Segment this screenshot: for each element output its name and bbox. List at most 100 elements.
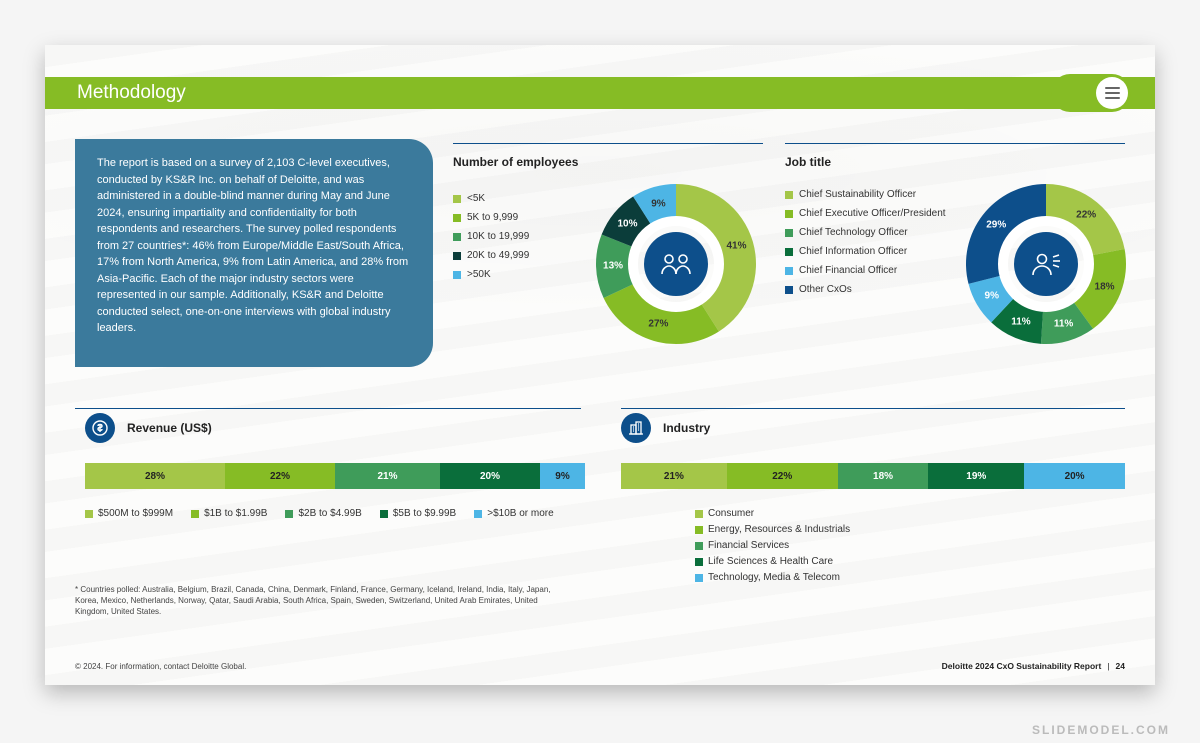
jobtitle-donut: 22%18%11%11%9%29% (961, 179, 1131, 349)
legend-label: Chief Technology Officer (799, 227, 908, 238)
legend-label: Other CxOs (799, 284, 852, 295)
intro-text: The report is based on a survey of 2,103… (97, 155, 413, 337)
employees-title: Number of employees (453, 155, 578, 169)
divider (785, 143, 1125, 144)
divider (621, 408, 1125, 409)
industry-title: Industry (663, 421, 710, 435)
legend-item: Chief Sustainability Officer (785, 189, 946, 200)
legend-swatch (785, 248, 793, 256)
bar-segment: 22% (727, 463, 838, 489)
legend-swatch (453, 271, 461, 279)
legend-item: Chief Financial Officer (785, 265, 946, 276)
bar-segment: 21% (335, 463, 440, 489)
employees-legend: <5K 5K to 9,999 10K to 19,999 20K to 49,999… (453, 193, 529, 280)
donut-pct-label: 9% (985, 291, 999, 302)
legend-item: >50K (453, 269, 529, 280)
legend-item: Financial Services (695, 540, 850, 551)
legend-label: >50K (467, 269, 491, 280)
legend-swatch (453, 214, 461, 222)
legend-label: <5K (467, 193, 485, 204)
legend-label: >$10B or more (487, 508, 553, 519)
person-speaking-icon (1014, 232, 1078, 296)
legend-item: $5B to $9.99B (380, 508, 456, 519)
legend-swatch (474, 510, 482, 518)
legend-item: Chief Information Officer (785, 246, 946, 257)
legend-item: Chief Executive Officer/President (785, 208, 946, 219)
intro-panel: The report is based on a survey of 2,103… (75, 139, 433, 367)
legend-item: 20K to 49,999 (453, 250, 529, 261)
legend-item: Life Sciences & Health Care (695, 556, 850, 567)
industry-bar: 21%22%18%19%20% (621, 463, 1125, 489)
header-bar: Methodology (45, 77, 1155, 109)
legend-swatch (695, 510, 703, 518)
report-name: Deloitte 2024 CxO Sustainability Report (942, 661, 1102, 671)
bar-segment: 28% (85, 463, 225, 489)
hamburger-icon (1096, 77, 1128, 109)
divider (453, 143, 763, 144)
watermark: SLIDEMODEL.COM (1032, 723, 1170, 737)
countries-footnote: * Countries polled: Australia, Belgium, … (75, 585, 555, 617)
legend-item: Chief Technology Officer (785, 227, 946, 238)
donut-pct-label: 27% (648, 319, 668, 330)
legend-label: $500M to $999M (98, 508, 173, 519)
bar-segment: 22% (225, 463, 335, 489)
legend-swatch (85, 510, 93, 518)
bar-segment: 19% (928, 463, 1024, 489)
industry-legend: Consumer Energy, Resources & Industrials F… (695, 508, 850, 583)
employees-donut: 41%27%13%10%9% (591, 179, 761, 349)
legend-swatch (695, 526, 703, 534)
donut-pct-label: 9% (651, 198, 665, 209)
legend-item: Consumer (695, 508, 850, 519)
jobtitle-title: Job title (785, 155, 831, 169)
donut-pct-label: 29% (986, 220, 1006, 231)
legend-item: >$10B or more (474, 508, 553, 519)
bar-segment: 18% (838, 463, 929, 489)
dollar-icon (85, 413, 115, 443)
revenue-header: Revenue (US$) (85, 413, 212, 443)
page-number: 24 (1116, 661, 1125, 671)
legend-item: $500M to $999M (85, 508, 173, 519)
divider (75, 408, 581, 409)
donut-pct-label: 22% (1076, 210, 1096, 221)
revenue-bar: 28%22%21%20%9% (85, 463, 585, 489)
bar-segment: 9% (540, 463, 585, 489)
revenue-title: Revenue (US$) (127, 421, 212, 435)
legend-swatch (191, 510, 199, 518)
legend-item: <5K (453, 193, 529, 204)
page-title: Methodology (77, 82, 186, 104)
legend-item: Energy, Resources & Industrials (695, 524, 850, 535)
legend-item: Other CxOs (785, 284, 946, 295)
legend-label: Chief Sustainability Officer (799, 189, 916, 200)
legend-label: Financial Services (708, 540, 789, 551)
donut-pct-label: 18% (1095, 282, 1115, 293)
legend-label: Chief Information Officer (799, 246, 907, 257)
report-footer: Deloitte 2024 CxO Sustainability Report|… (942, 661, 1125, 671)
legend-item: $2B to $4.99B (285, 508, 361, 519)
industry-header: Industry (621, 413, 710, 443)
legend-swatch (453, 233, 461, 241)
legend-label: $1B to $1.99B (204, 508, 267, 519)
legend-label: Energy, Resources & Industrials (708, 524, 850, 535)
bar-segment: 20% (440, 463, 540, 489)
jobtitle-legend: Chief Sustainability Officer Chief Execut… (785, 189, 946, 295)
legend-swatch (785, 267, 793, 275)
legend-item: Technology, Media & Telecom (695, 572, 850, 583)
menu-button[interactable] (1051, 74, 1131, 112)
donut-pct-label: 10% (617, 218, 637, 229)
legend-item: 10K to 19,999 (453, 231, 529, 242)
legend-swatch (453, 195, 461, 203)
legend-label: 20K to 49,999 (467, 250, 529, 261)
donut-pct-label: 11% (1054, 319, 1073, 330)
bar-segment: 21% (621, 463, 727, 489)
legend-label: Life Sciences & Health Care (708, 556, 833, 567)
legend-label: 10K to 19,999 (467, 231, 529, 242)
revenue-legend: $500M to $999M $1B to $1.99B $2B to $4.99B… (85, 508, 554, 519)
legend-swatch (785, 191, 793, 199)
donut-pct-label: 41% (726, 241, 746, 252)
legend-label: 5K to 9,999 (467, 212, 518, 223)
legend-swatch (380, 510, 388, 518)
legend-item: $1B to $1.99B (191, 508, 267, 519)
slide: Methodology The report is based on a sur… (45, 45, 1155, 685)
legend-label: Consumer (708, 508, 754, 519)
legend-swatch (695, 574, 703, 582)
